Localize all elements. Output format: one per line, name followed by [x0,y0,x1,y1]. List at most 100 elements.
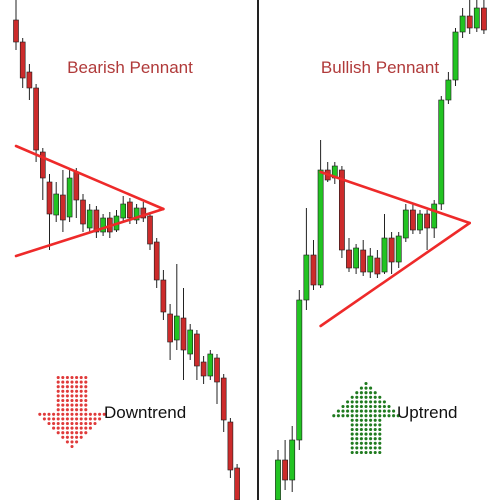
arrow-dot [75,403,79,407]
arrow-dot [378,446,382,450]
arrow-dot [341,409,345,413]
arrow-dot [61,385,65,389]
arrow-dot [359,437,363,441]
arrow-dot [61,398,65,403]
arrow-dot [65,375,69,380]
arrow-dot [56,394,60,398]
arrow-dot [70,380,74,384]
arrow-dot [79,412,83,416]
arrow-dot [75,380,79,384]
arrow-dot [61,431,65,435]
arrow-dot [52,417,56,421]
arrow-dot [364,400,368,404]
candle [367,248,374,278]
arrow-dot [56,412,60,416]
bearish-panel: Bearish Pennant Downtrend [13,0,240,500]
arrow-dot [355,423,359,427]
candle [310,240,317,290]
arrow-dot [350,432,354,436]
candle [324,162,331,182]
bull-candle-body [100,217,106,233]
candle [374,250,381,278]
up-arrow-icon [332,381,400,455]
arrow-dot [52,421,56,426]
bear-candle-body [234,467,240,500]
arrow-dot [373,404,377,409]
arrow-dot [61,408,65,412]
arrow-dot [52,426,56,430]
bull-candle-body [275,459,281,500]
arrow-dot [65,389,69,393]
bullish-panel: Bullish Pennant Uptrend [275,0,487,500]
arrow-dot [359,418,363,422]
arrow-dot [61,435,65,439]
arrow-dot [75,385,79,389]
bear-candle-body [147,215,153,245]
bear-candle-body [220,377,227,421]
bear-candle-body [310,254,317,286]
candle [466,0,473,34]
arrow-dot [93,421,97,426]
arrow-dot [61,403,65,407]
candle [289,426,296,492]
arrow-dot [75,431,79,435]
arrow-dot [61,380,65,384]
arrow-dot [79,421,83,426]
candle [417,210,423,234]
arrow-dot [382,414,386,418]
bull-candle-body [120,203,126,219]
arrow-dot [341,414,345,418]
arrow-dot [350,414,354,418]
bear-candle-body [80,199,86,225]
arrow-dot [70,375,74,380]
arrow-dot [364,423,368,427]
arrow-dot [359,450,363,455]
arrow-dot [336,409,340,413]
bull-candle-body [353,247,359,269]
bear-candle-body [93,209,100,233]
arrow-dot [70,417,74,421]
arrow-dot [355,395,359,399]
arrow-dot [355,446,359,450]
arrow-dot [355,409,359,413]
arrow-dot [65,421,69,426]
arrow-dot [350,423,354,427]
arrow-dot [364,386,368,390]
arrow-dot [359,409,363,413]
bull-candle-body [431,203,438,229]
arrow-dot [373,395,377,399]
candle [13,0,19,50]
arrow-dot [56,408,60,412]
arrow-dot [364,395,368,399]
candle [388,232,395,274]
arrow-dot [387,409,391,413]
arrow-dot [61,375,65,380]
candle [480,0,487,34]
arrow-dot [79,385,83,389]
arrow-dot [79,417,83,421]
bear-candle-body [374,257,381,275]
arrow-dot [355,391,359,395]
arrow-dot [75,421,79,426]
candle [381,214,388,274]
arrow-dot [369,450,373,455]
bull-candle-body [303,254,310,301]
candle [33,84,39,162]
arrow-dot [84,426,88,430]
bear-candle-body [19,41,26,79]
arrow-dot [70,444,74,449]
arrow-dot [79,398,83,403]
arrow-dot [70,408,74,412]
candle [174,264,180,350]
bull-candle-body [381,237,388,273]
arrow-dot [355,427,359,432]
arrow-dot [359,432,363,436]
bearish-candles [13,0,240,500]
arrow-dot [359,441,363,445]
arrow-dot [75,375,79,380]
bull-candle-body [367,255,374,273]
arrow-dot [75,426,79,430]
arrow-dot [75,435,79,439]
arrow-dot [364,418,368,422]
